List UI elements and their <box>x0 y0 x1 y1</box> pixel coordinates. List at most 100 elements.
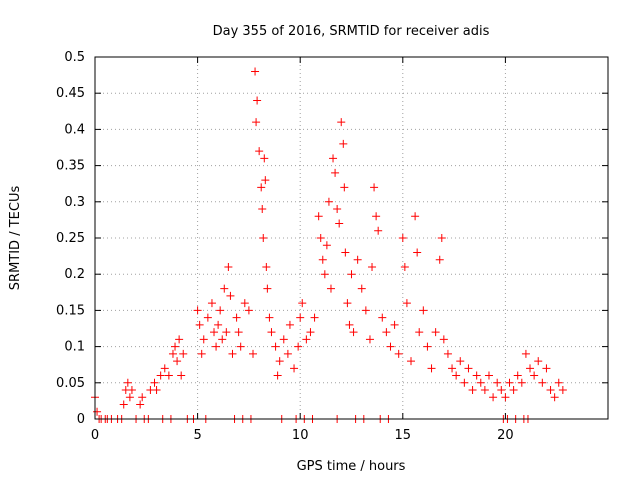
data-point <box>517 378 526 387</box>
data-point <box>294 342 303 351</box>
data-point <box>251 67 260 76</box>
data-point <box>345 320 354 329</box>
data-point <box>152 386 161 395</box>
data-point <box>263 284 272 293</box>
data-point <box>260 154 269 163</box>
data-point <box>493 378 502 387</box>
data-point <box>349 328 358 337</box>
data-point <box>197 349 206 358</box>
data-point <box>285 320 294 329</box>
data-point <box>340 183 349 192</box>
data-point <box>275 357 284 366</box>
data-point <box>214 320 223 329</box>
axis-ticks <box>94 56 608 420</box>
data-point <box>193 306 202 315</box>
data-point <box>521 349 530 358</box>
data-point <box>179 349 188 358</box>
data-point <box>386 342 395 351</box>
data-point <box>320 270 329 279</box>
data-point <box>224 262 233 271</box>
data-point <box>501 393 510 402</box>
data-point <box>534 357 543 366</box>
data-point <box>164 371 173 380</box>
data-point <box>558 386 567 395</box>
data-point <box>240 299 249 308</box>
y-tick-labels: 0 0.05 0.1 0.15 0.2 0.25 0.3 0.35 0.4 0.45 0.5 <box>56 50 85 427</box>
data-point <box>123 378 132 387</box>
y-tick-label: 0.5 <box>64 50 85 65</box>
data-point <box>252 118 261 127</box>
data-point <box>374 226 383 235</box>
data-point <box>413 248 422 257</box>
data-point <box>203 313 212 322</box>
data-point <box>431 328 440 337</box>
data-point <box>437 234 446 242</box>
y-tick-label: 0.45 <box>56 86 85 101</box>
data-point <box>460 378 469 387</box>
data-point <box>452 371 461 380</box>
data-point <box>372 212 381 221</box>
data-point <box>232 313 241 322</box>
data-point <box>415 328 424 337</box>
data-point <box>220 284 229 293</box>
data-point <box>398 234 407 242</box>
data-point <box>538 378 547 387</box>
data-point <box>261 176 270 185</box>
data-point <box>253 96 262 105</box>
data-point <box>456 357 465 366</box>
data-point <box>127 386 136 395</box>
data-point <box>210 328 219 337</box>
y-tick-label: 0.1 <box>64 340 85 355</box>
data-point <box>357 284 366 293</box>
data-point <box>402 299 411 308</box>
data-point <box>314 212 323 221</box>
data-point <box>400 262 409 271</box>
x-tick-label: 20 <box>497 428 514 443</box>
data-point <box>353 255 362 264</box>
data-point <box>262 262 271 271</box>
data-point <box>509 386 518 395</box>
data-point <box>329 154 338 163</box>
y-axis-label: SRMTID / TECUs <box>8 186 23 291</box>
data-point <box>306 328 315 337</box>
data-point <box>283 349 292 358</box>
data-point <box>244 306 253 315</box>
y-tick-label: 0 <box>77 412 85 427</box>
x-tick-label: 15 <box>395 428 412 443</box>
data-point <box>93 407 102 416</box>
data-point <box>448 364 457 373</box>
data-point <box>298 299 307 308</box>
data-point <box>464 364 473 373</box>
data-point <box>468 386 477 395</box>
data-point <box>171 342 180 351</box>
data-point <box>382 328 391 337</box>
data-point <box>423 342 432 351</box>
data-point <box>530 371 539 380</box>
data-point <box>419 306 428 315</box>
x-tick-label: 10 <box>292 428 309 443</box>
data-point <box>212 342 221 351</box>
data-point <box>160 364 169 373</box>
data-point <box>296 313 305 322</box>
data-point <box>255 147 264 156</box>
data-point <box>343 299 352 308</box>
x-tick-labels: 0 5 10 15 20 <box>91 428 514 443</box>
data-point <box>265 313 274 322</box>
data-point <box>347 270 356 279</box>
x-tick-label: 0 <box>91 428 99 443</box>
data-point <box>249 349 258 358</box>
data-point <box>394 349 403 358</box>
data-point <box>318 255 327 264</box>
data-point <box>365 335 374 344</box>
data-point <box>411 212 420 221</box>
data-point <box>136 400 145 409</box>
data-point <box>218 335 227 344</box>
data-point <box>226 291 235 300</box>
data-point <box>435 255 444 264</box>
data-point <box>316 234 325 242</box>
y-tick-label: 0.15 <box>56 303 85 318</box>
data-point <box>168 349 177 358</box>
data-point <box>443 349 452 358</box>
data-point <box>322 241 331 250</box>
